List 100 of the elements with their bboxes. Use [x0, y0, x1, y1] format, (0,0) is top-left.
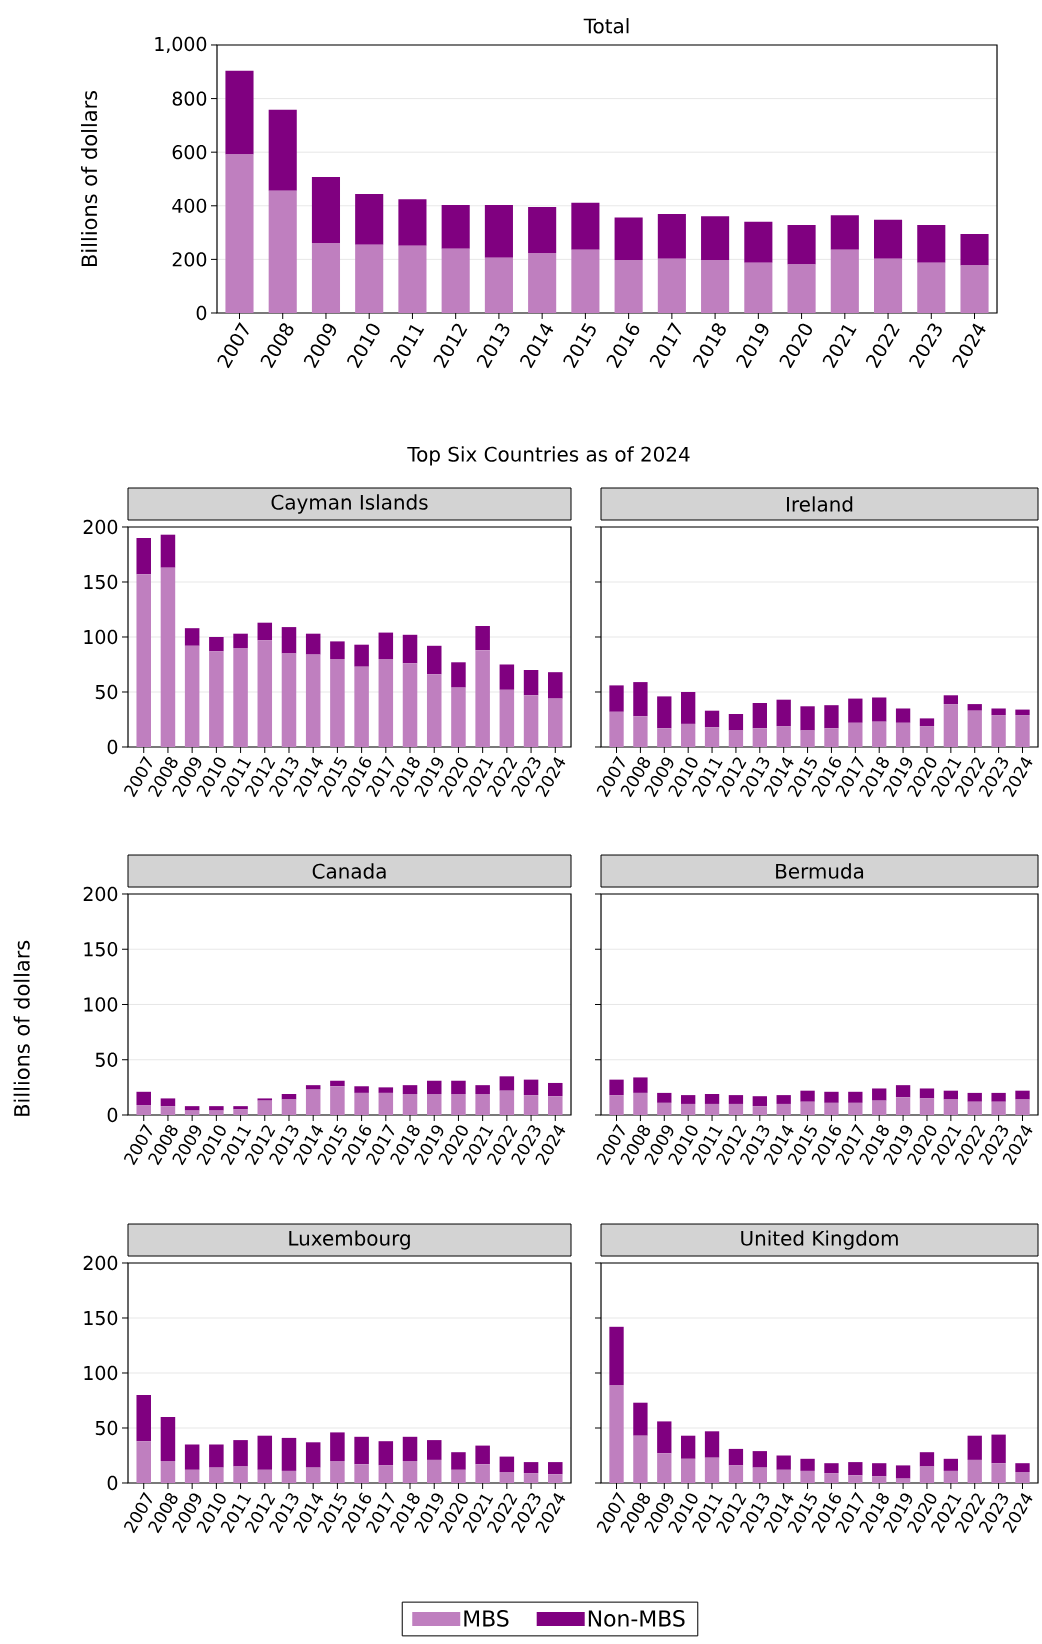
bar: [657, 1453, 672, 1483]
bar: [378, 1087, 394, 1093]
bar: [330, 1432, 345, 1461]
bar: [967, 1101, 982, 1115]
chart-title: Total: [583, 18, 629, 34]
bar: [268, 190, 297, 313]
bar: [872, 1088, 887, 1101]
bar: [136, 537, 151, 575]
y-tick-label: 200: [83, 886, 118, 902]
bar: [499, 1472, 515, 1483]
bar: [776, 1103, 791, 1115]
y-tick-label: 50: [95, 1420, 118, 1436]
bar: [874, 219, 903, 259]
bar: [378, 658, 394, 747]
y-tick-label: 1,000: [155, 36, 207, 54]
bar: [523, 1079, 539, 1096]
bar: [354, 666, 369, 747]
bar: [752, 1106, 767, 1115]
bar: [633, 682, 648, 717]
bar: [281, 627, 297, 654]
y-tick-label: 100: [84, 1365, 118, 1381]
bar: [776, 726, 791, 747]
bar: [704, 1431, 720, 1458]
chart-subtitle: Top Six Countries as of 2024: [407, 446, 690, 466]
bar: [426, 1080, 442, 1094]
bar: [548, 672, 563, 699]
bar: [824, 1473, 839, 1483]
bar: [225, 70, 254, 155]
bar: [943, 1470, 959, 1483]
bar: [160, 1098, 176, 1107]
bar: [330, 1080, 345, 1087]
bar: [402, 1094, 418, 1115]
bar: [499, 1456, 515, 1472]
bar: [701, 216, 730, 260]
bar: [330, 641, 345, 659]
bar: [752, 1451, 767, 1468]
bar: [233, 1109, 248, 1115]
chart-title: United Kingdom: [741, 1230, 898, 1250]
bar: [633, 1435, 648, 1483]
bar: [776, 1095, 791, 1104]
chart-title: Canada: [312, 863, 386, 879]
bar: [136, 1395, 151, 1442]
bar: [281, 1470, 297, 1483]
bar: [787, 264, 816, 313]
bar: [548, 1474, 563, 1483]
bar: [681, 1103, 696, 1115]
bar: [609, 685, 624, 712]
bar: [744, 262, 773, 313]
legend-label: MBS: [464, 1610, 509, 1627]
bar: [960, 233, 989, 266]
bar: [257, 622, 273, 641]
bar: [402, 1461, 418, 1483]
bar: [752, 702, 767, 729]
bar: [402, 1085, 418, 1094]
y-tick-label: 400: [172, 198, 207, 213]
bar: [991, 1101, 1006, 1115]
bar: [311, 243, 341, 313]
bar: [528, 207, 557, 253]
bar: [728, 713, 744, 731]
bar: [184, 645, 200, 747]
y-tick-label: 150: [84, 942, 118, 957]
bar: [354, 1464, 369, 1483]
bar: [967, 1459, 982, 1483]
bar: [824, 1091, 839, 1103]
bar: [398, 199, 427, 246]
bar: [160, 534, 176, 568]
y-axis-title: Billions of dollars: [80, 90, 98, 266]
bar: [633, 1077, 648, 1093]
bar: [728, 1095, 744, 1104]
bar: [484, 204, 513, 258]
y-tick-label: 50: [95, 684, 118, 700]
bar: [848, 1475, 863, 1483]
y-tick-label: 150: [84, 574, 118, 590]
bar: [895, 1465, 911, 1479]
bar: [1015, 715, 1030, 747]
bar: [681, 1435, 696, 1459]
bar: [800, 730, 815, 747]
bar: [824, 728, 839, 747]
legend-label: Non-MBS: [588, 1610, 685, 1627]
bar: [209, 1110, 224, 1115]
bar: [475, 1085, 490, 1094]
bar: [209, 651, 224, 747]
bar: [960, 265, 989, 313]
bar: [233, 647, 248, 747]
bar: [943, 704, 959, 747]
bar: [484, 257, 513, 313]
bar: [848, 722, 863, 747]
bar: [895, 1085, 911, 1098]
y-tick-label: 0: [107, 1107, 118, 1123]
y-tick-label: 0: [196, 305, 207, 321]
bar: [609, 1095, 624, 1115]
bar: [943, 1090, 959, 1100]
bar: [919, 718, 935, 727]
bar: [378, 1441, 394, 1466]
bar: [701, 259, 730, 313]
bar: [824, 1102, 839, 1115]
bar: [848, 1091, 863, 1103]
y-tick-label: 200: [83, 1255, 118, 1271]
bar: [848, 1102, 863, 1115]
bar: [872, 721, 887, 747]
